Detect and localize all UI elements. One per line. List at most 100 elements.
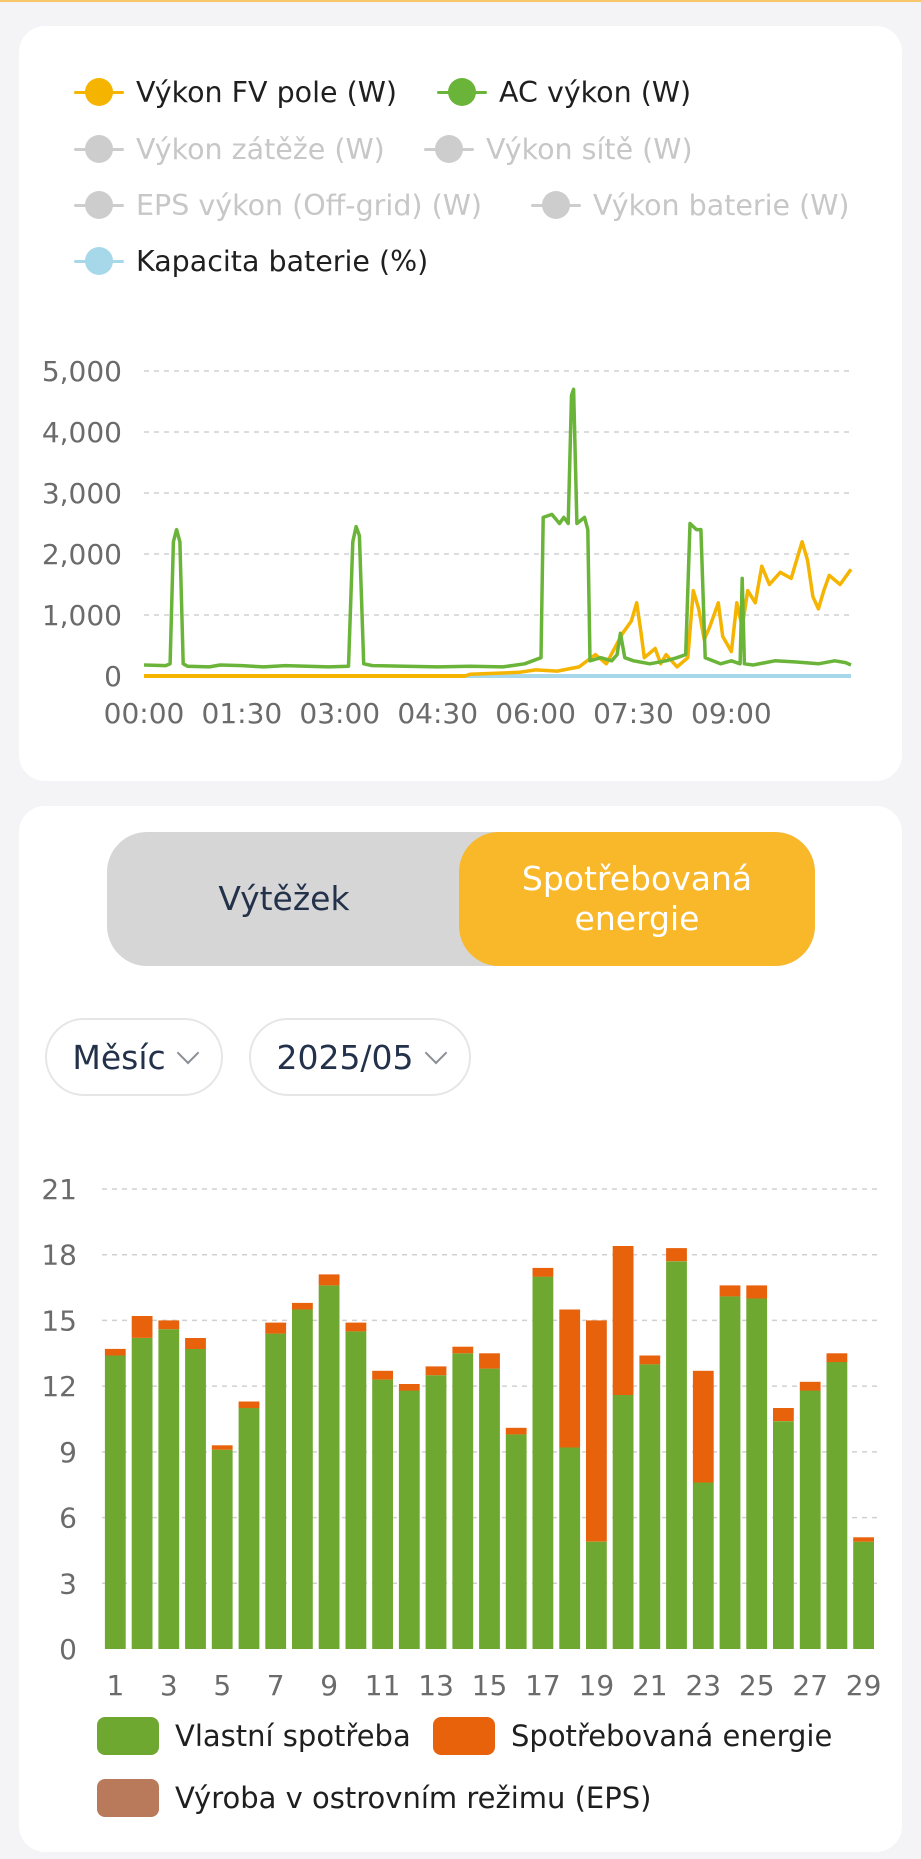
bar-consumed [505,1427,527,1435]
x-tick-label: 13 [418,1669,454,1702]
tab-consumed-label: Spotřebovaná energie [521,859,753,938]
bar-self [746,1298,768,1649]
x-tick-label: 15 [472,1669,508,1702]
bar-self [265,1333,287,1649]
legend-label: Výkon FV pole (W) [136,75,398,109]
legend-item-ac-power[interactable]: AC výkon (W) [433,70,691,114]
bar-self [559,1447,581,1649]
x-tick-label: 09:00 [691,697,772,730]
legend-item-consumed-energy[interactable]: Spotřebovaná energie [433,1714,832,1758]
legend-item-grid-power[interactable]: Výkon sítě (W) [420,127,693,171]
bar-consumed [826,1353,848,1363]
x-tick-label: 23 [685,1669,721,1702]
legend-swatch [97,1779,159,1817]
tab-consumed-energy[interactable]: Spotřebovaná energie [459,832,815,966]
bar-self [238,1408,260,1649]
legend-item-battery-power[interactable]: Výkon baterie (W) [527,183,850,227]
bar-self [479,1368,500,1649]
bar-self [158,1329,180,1649]
power-chart-card: Výkon FV pole (W) AC výkon (W) Výkon zát… [19,26,902,781]
bar-self [505,1434,527,1649]
bar-self [826,1362,848,1649]
x-tick-label: 00:00 [104,697,185,730]
bar-consumed [372,1370,393,1380]
legend-marker-icon [70,239,128,283]
bar-self [532,1276,554,1649]
x-tick-label: 1 [106,1669,124,1702]
bar-consumed [265,1322,287,1334]
bar-consumed [586,1320,607,1542]
x-tick-label: 06:00 [495,697,576,730]
bar-consumed [292,1302,313,1310]
y-tick-label: 5,000 [42,355,122,388]
bar-self [372,1379,393,1649]
bar-consumed [185,1338,206,1349]
date-select[interactable]: 2025/05 [249,1018,471,1096]
bar-self [318,1285,340,1649]
bar-consumed [131,1316,153,1338]
bar-consumed [666,1248,687,1262]
bar-consumed [746,1285,768,1299]
legend-swatch [433,1717,495,1755]
x-tick-label: 29 [846,1669,882,1702]
y-tick-label: 1,000 [42,599,122,632]
bar-self [799,1390,821,1649]
x-tick-label: 7 [267,1669,285,1702]
bar-self [692,1482,714,1649]
bar-self [666,1261,687,1649]
tab-yield[interactable]: Výtěžek [107,832,461,966]
legend-label: Výkon zátěže (W) [136,132,385,166]
bar-consumed [425,1366,447,1376]
legend-item-eps-power[interactable]: EPS výkon (Off-grid) (W) [70,183,482,227]
legend-marker-icon [70,70,128,114]
series-line-0 [143,387,852,669]
bar-consumed [692,1370,714,1483]
legend-item-load-power[interactable]: Výkon zátěže (W) [70,127,385,171]
series-line-1 [144,540,853,678]
y-tick-label: 6 [59,1502,77,1535]
x-tick-label: 25 [739,1669,775,1702]
energy-card: Výtěžek Spotřebovaná energie Měsíc 2025/… [19,806,902,1852]
bar-consumed [479,1353,500,1369]
view-toggle: Výtěžek Spotřebovaná energie [107,832,815,966]
legend-item-pv-power[interactable]: Výkon FV pole (W) [70,70,397,114]
bar-consumed [318,1274,340,1286]
y-tick-label: 9 [59,1436,77,1469]
bar-consumed [211,1445,233,1450]
bar-consumed [452,1346,474,1354]
legend-label: Výroba v ostrovním režimu (EPS) [175,1781,652,1815]
bar-self [398,1390,420,1649]
legend-item-battery-capacity[interactable]: Kapacita baterie (%) [70,239,428,283]
legend-marker-icon [70,127,128,171]
bar-self [773,1421,794,1649]
line-chart-legend: Výkon FV pole (W) AC výkon (W) Výkon zát… [19,26,902,296]
power-line-chart[interactable]: 0 1,000 2,000 3,000 4,000 5,000 00:00 01:30 03:0… [19,26,902,781]
legend-item-self-consumption[interactable]: Vlastní spotřeba [97,1714,411,1758]
y-tick-label: 21 [41,1173,77,1206]
y-tick-label: 0 [59,1633,77,1666]
legend-label: Výkon sítě (W) [486,132,693,166]
bar-consumed [398,1384,420,1391]
bar-consumed [158,1320,180,1330]
x-tick-label: 07:30 [593,697,674,730]
x-tick-label: 11 [365,1669,401,1702]
bar-self [612,1394,634,1649]
bar-self [211,1449,233,1649]
legend-marker-icon [527,183,585,227]
legend-label: EPS výkon (Off-grid) (W) [136,188,483,222]
y-tick-label: 3 [59,1567,77,1600]
top-accent-line [0,0,921,2]
legend-label: Vlastní spotřeba [175,1719,411,1753]
bar-consumed [853,1537,874,1542]
bar-consumed [612,1246,634,1395]
legend-item-eps-production[interactable]: Výroba v ostrovním režimu (EPS) [97,1776,651,1820]
legend-marker-icon [70,183,128,227]
bar-consumed [639,1355,661,1365]
bar-self [853,1541,874,1649]
x-tick-label: 9 [320,1669,338,1702]
bar-self [586,1541,607,1649]
period-select[interactable]: Měsíc [45,1018,223,1096]
bar-self [185,1348,206,1649]
y-tick-label: 3,000 [42,477,122,510]
